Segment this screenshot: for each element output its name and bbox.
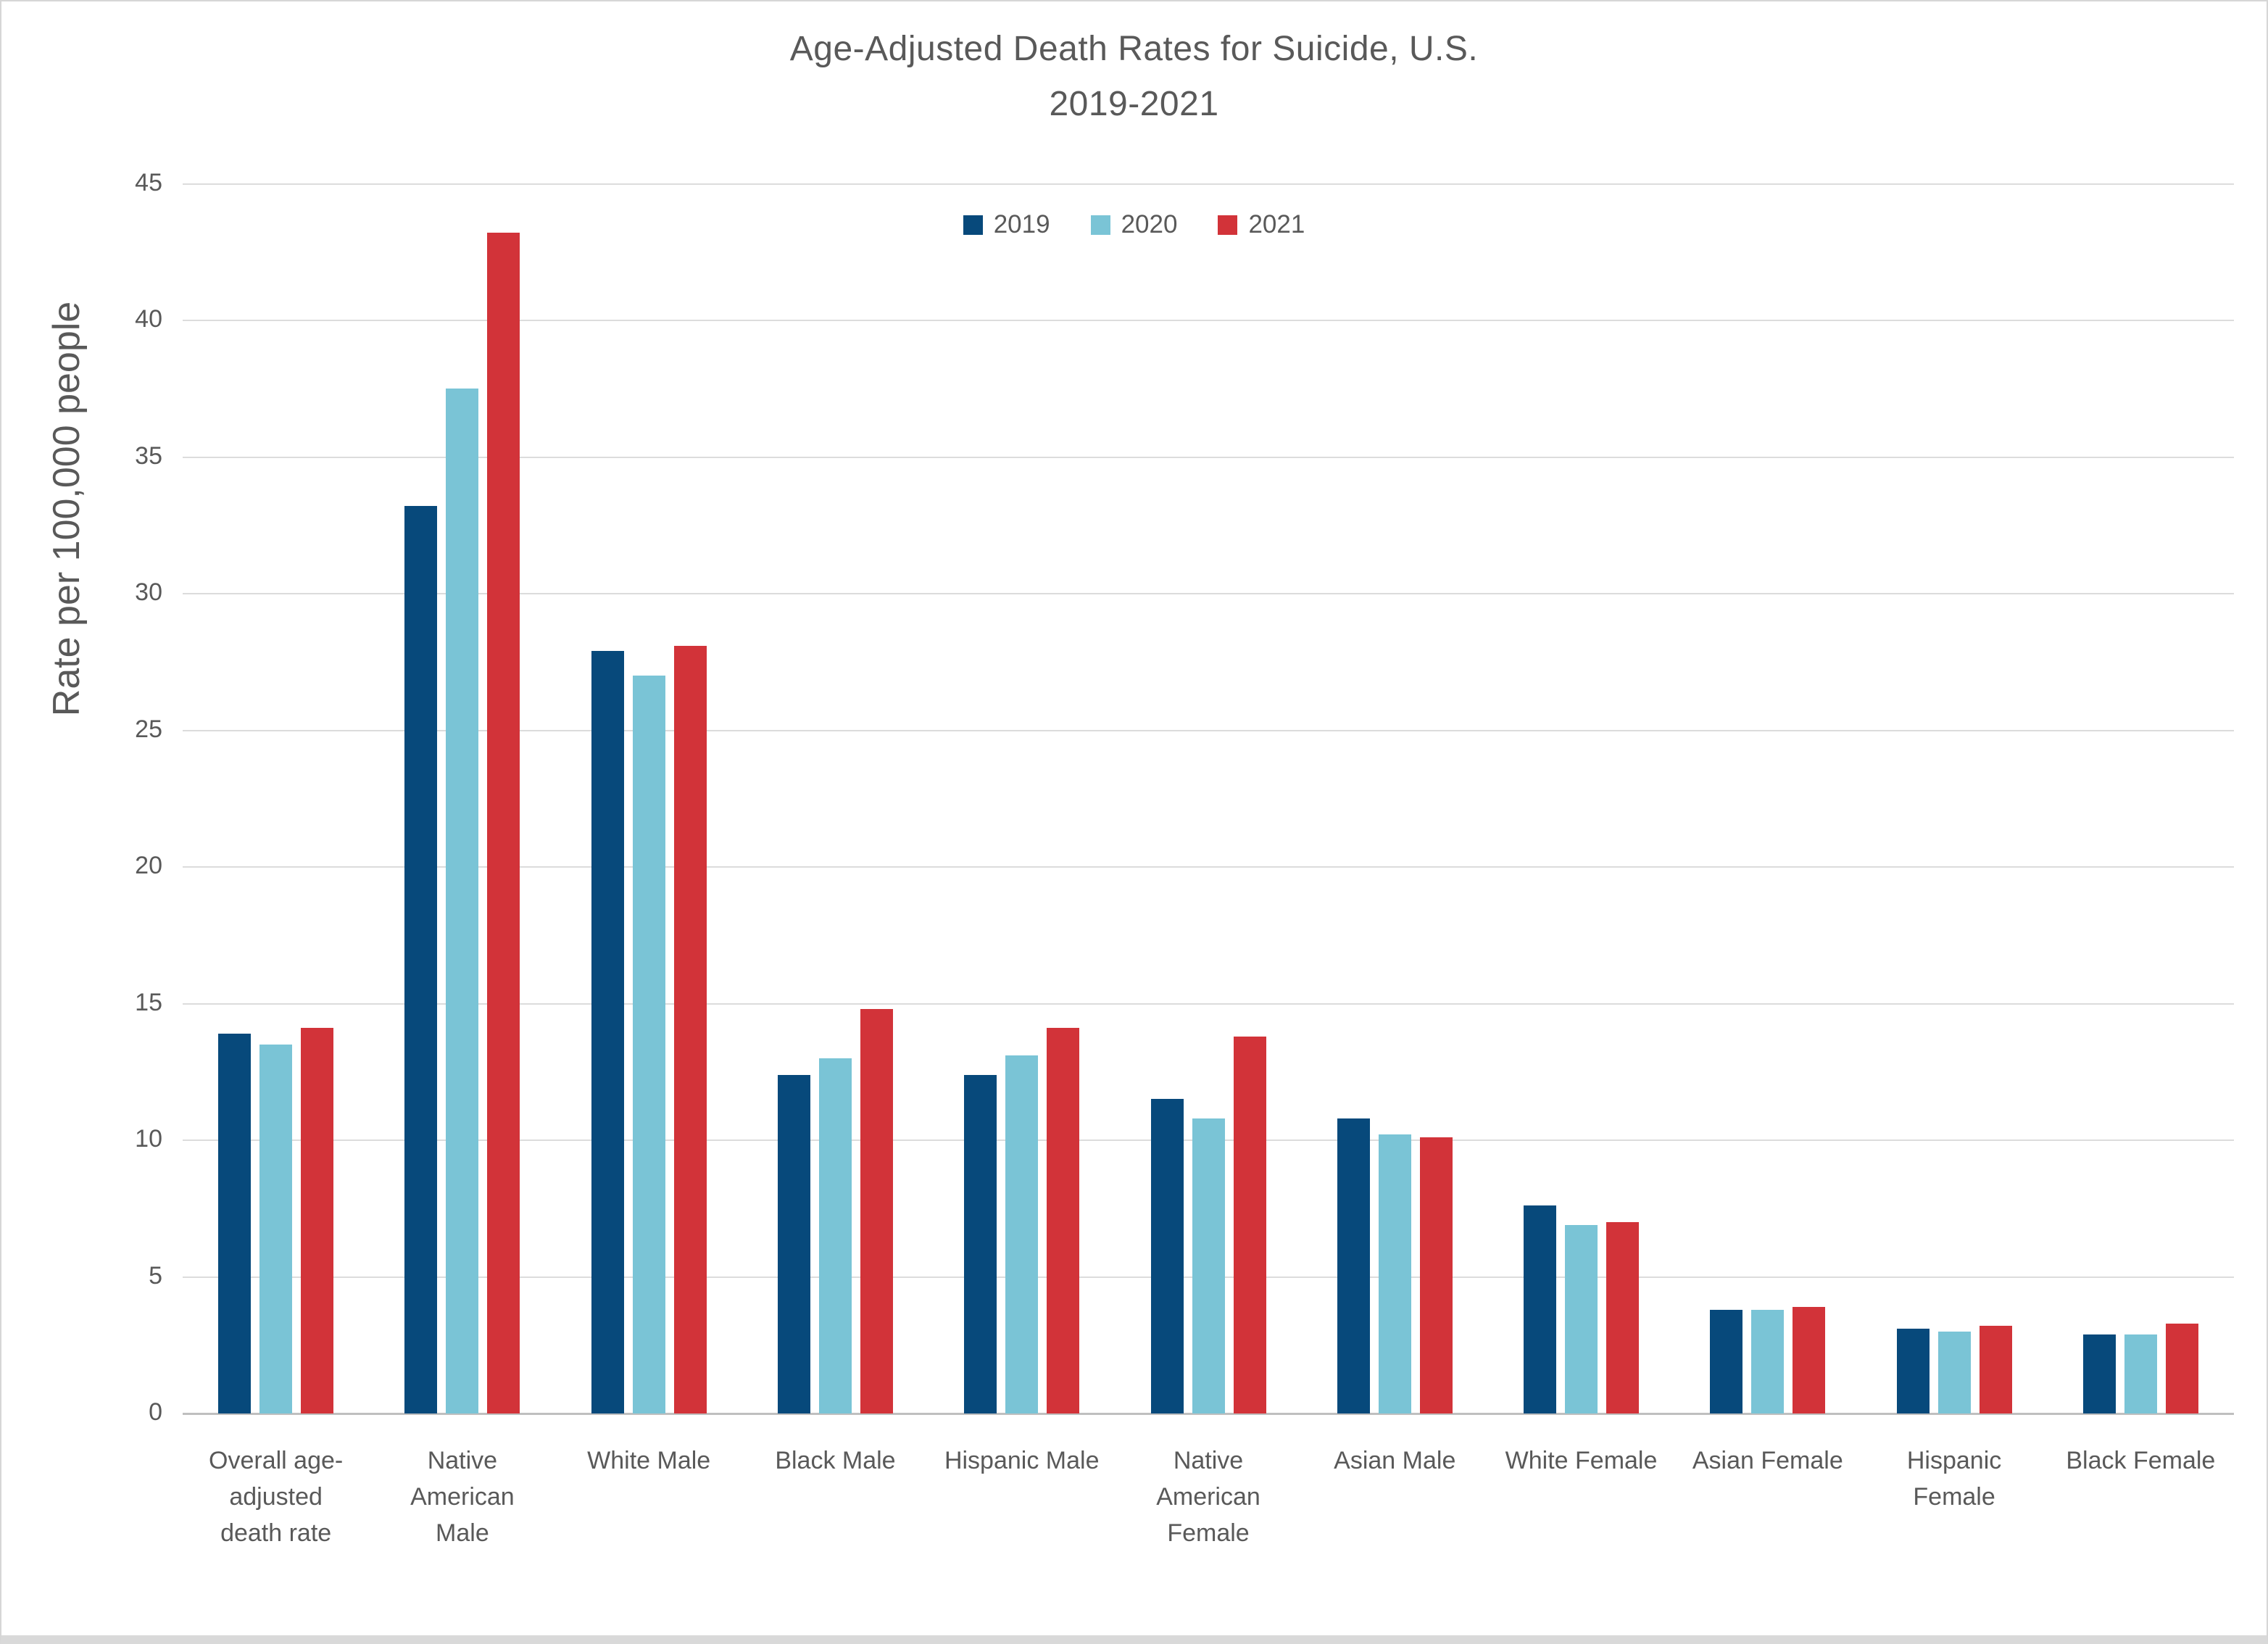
gridline <box>183 320 2234 321</box>
bar-2019-9 <box>1896 1329 1930 1413</box>
gridline <box>183 866 2234 868</box>
y-tick-label: 35 <box>135 441 162 470</box>
bar-2021-5 <box>1233 1036 1266 1413</box>
y-tick-label: 40 <box>135 305 162 333</box>
y-tick-label: 45 <box>135 168 162 196</box>
legend-item-2019: 2019 <box>963 210 1050 239</box>
x-axis-label: Native American Female <box>1156 1447 1260 1547</box>
bar-2021-2 <box>673 645 707 1413</box>
bar-2021-0 <box>301 1028 334 1413</box>
x-axis-label: White Male <box>587 1447 711 1474</box>
gridline <box>183 183 2234 185</box>
y-axis-title: Rate per 100,000 people <box>46 301 88 717</box>
bar-2020-6 <box>1378 1134 1411 1413</box>
bar-2020-3 <box>818 1058 852 1413</box>
bar-2019-7 <box>1524 1205 1557 1413</box>
legend-label: 2019 <box>993 210 1050 238</box>
legend-item-2020: 2020 <box>1090 210 1178 239</box>
bar-2020-2 <box>632 676 665 1413</box>
x-axis-label: Asian Female <box>1692 1447 1843 1474</box>
x-axis-label: Asian Male <box>1334 1447 1456 1474</box>
x-axis-label: Hispanic Male <box>944 1447 1100 1474</box>
gridline <box>183 1002 2234 1005</box>
chart-legend: 2019 2020 2021 <box>1 210 2267 239</box>
bar-2019-3 <box>777 1074 810 1413</box>
bar-2019-8 <box>1710 1309 1743 1413</box>
bar-2020-4 <box>1005 1055 1039 1413</box>
bar-2020-7 <box>1565 1224 1598 1413</box>
bar-2019-5 <box>1150 1099 1184 1413</box>
legend-swatch-icon <box>1218 215 1238 235</box>
bar-2021-10 <box>2165 1323 2198 1413</box>
y-tick-label: 5 <box>149 1261 162 1290</box>
bar-2021-1 <box>487 233 520 1413</box>
y-tick-label: 30 <box>135 578 162 606</box>
bar-2020-9 <box>1937 1331 1971 1413</box>
bar-2019-10 <box>2082 1334 2116 1413</box>
chart-title-line1: Age-Adjusted Death Rates for Suicide, U.… <box>789 30 1479 68</box>
y-tick-label: 10 <box>135 1125 162 1153</box>
bar-2019-4 <box>964 1074 997 1413</box>
bar-2019-2 <box>591 651 624 1413</box>
chart-title-line2: 2019-2021 <box>1049 85 1219 123</box>
x-axis-label: White Female <box>1505 1447 1658 1474</box>
x-axis-label: Native American Male <box>410 1447 515 1547</box>
gridline <box>183 456 2234 458</box>
legend-swatch-icon <box>963 215 983 235</box>
gridline <box>183 729 2234 731</box>
bar-2020-5 <box>1192 1118 1225 1413</box>
legend-label: 2021 <box>1248 210 1305 238</box>
bar-2020-8 <box>1751 1309 1785 1413</box>
y-tick-label: 20 <box>135 852 162 879</box>
y-tick-label: 25 <box>135 715 162 743</box>
bar-2021-6 <box>1419 1137 1453 1413</box>
legend-label: 2020 <box>1121 210 1178 238</box>
x-axis-label: Black Female <box>2066 1447 2216 1474</box>
legend-swatch-icon <box>1090 215 1110 235</box>
bar-2019-0 <box>218 1033 252 1413</box>
bar-2019-6 <box>1337 1118 1370 1413</box>
bar-2021-3 <box>860 1009 893 1413</box>
legend-item-2021: 2021 <box>1218 210 1305 239</box>
bar-2019-1 <box>404 506 438 1413</box>
gridline <box>183 593 2234 594</box>
bar-2020-10 <box>2124 1334 2157 1413</box>
y-tick-label: 0 <box>149 1398 162 1426</box>
bar-2021-8 <box>1793 1306 1826 1413</box>
chart-title: Age-Adjusted Death Rates for Suicide, U.… <box>1 22 2267 132</box>
x-axis-label: Hispanic Female <box>1906 1447 2002 1511</box>
x-axis-line <box>183 1413 2234 1415</box>
bar-2021-7 <box>1606 1222 1640 1413</box>
bar-2021-9 <box>1979 1326 2012 1413</box>
y-tick-label: 15 <box>135 988 162 1016</box>
bar-2020-1 <box>446 389 479 1413</box>
bar-2020-0 <box>259 1045 293 1413</box>
bar-2021-4 <box>1047 1028 1080 1413</box>
x-axis-label: Black Male <box>775 1447 896 1474</box>
x-axis-label: Overall age-adjusted death rate <box>209 1447 344 1547</box>
